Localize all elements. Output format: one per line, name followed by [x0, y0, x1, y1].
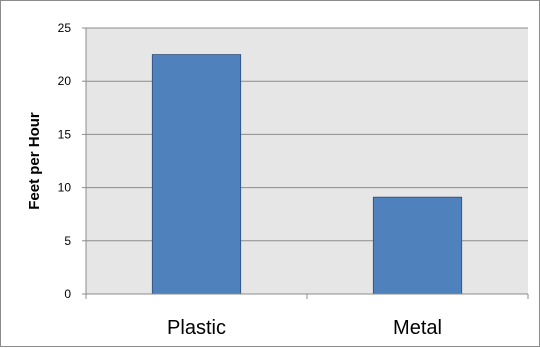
y-axis-title: Feet per Hour: [26, 112, 43, 210]
axes: [85, 28, 529, 299]
y-tick-labels: 0 5 10 15 20 25: [58, 21, 86, 301]
y-tick-label: 20: [58, 74, 72, 88]
bar-metal: [372, 196, 463, 295]
bar-plastic: [151, 54, 242, 295]
y-tick-label: 25: [58, 21, 72, 35]
x-category-label: Metal: [393, 317, 442, 339]
x-category-label: Plastic: [167, 317, 226, 339]
y-tick-label: 0: [64, 287, 71, 301]
x-category-labels: Plastic Metal: [167, 317, 442, 339]
y-tick-label: 5: [64, 234, 71, 248]
y-tick-label: 15: [58, 127, 72, 141]
bars: [151, 54, 463, 295]
y-tick-label: 10: [58, 181, 72, 195]
